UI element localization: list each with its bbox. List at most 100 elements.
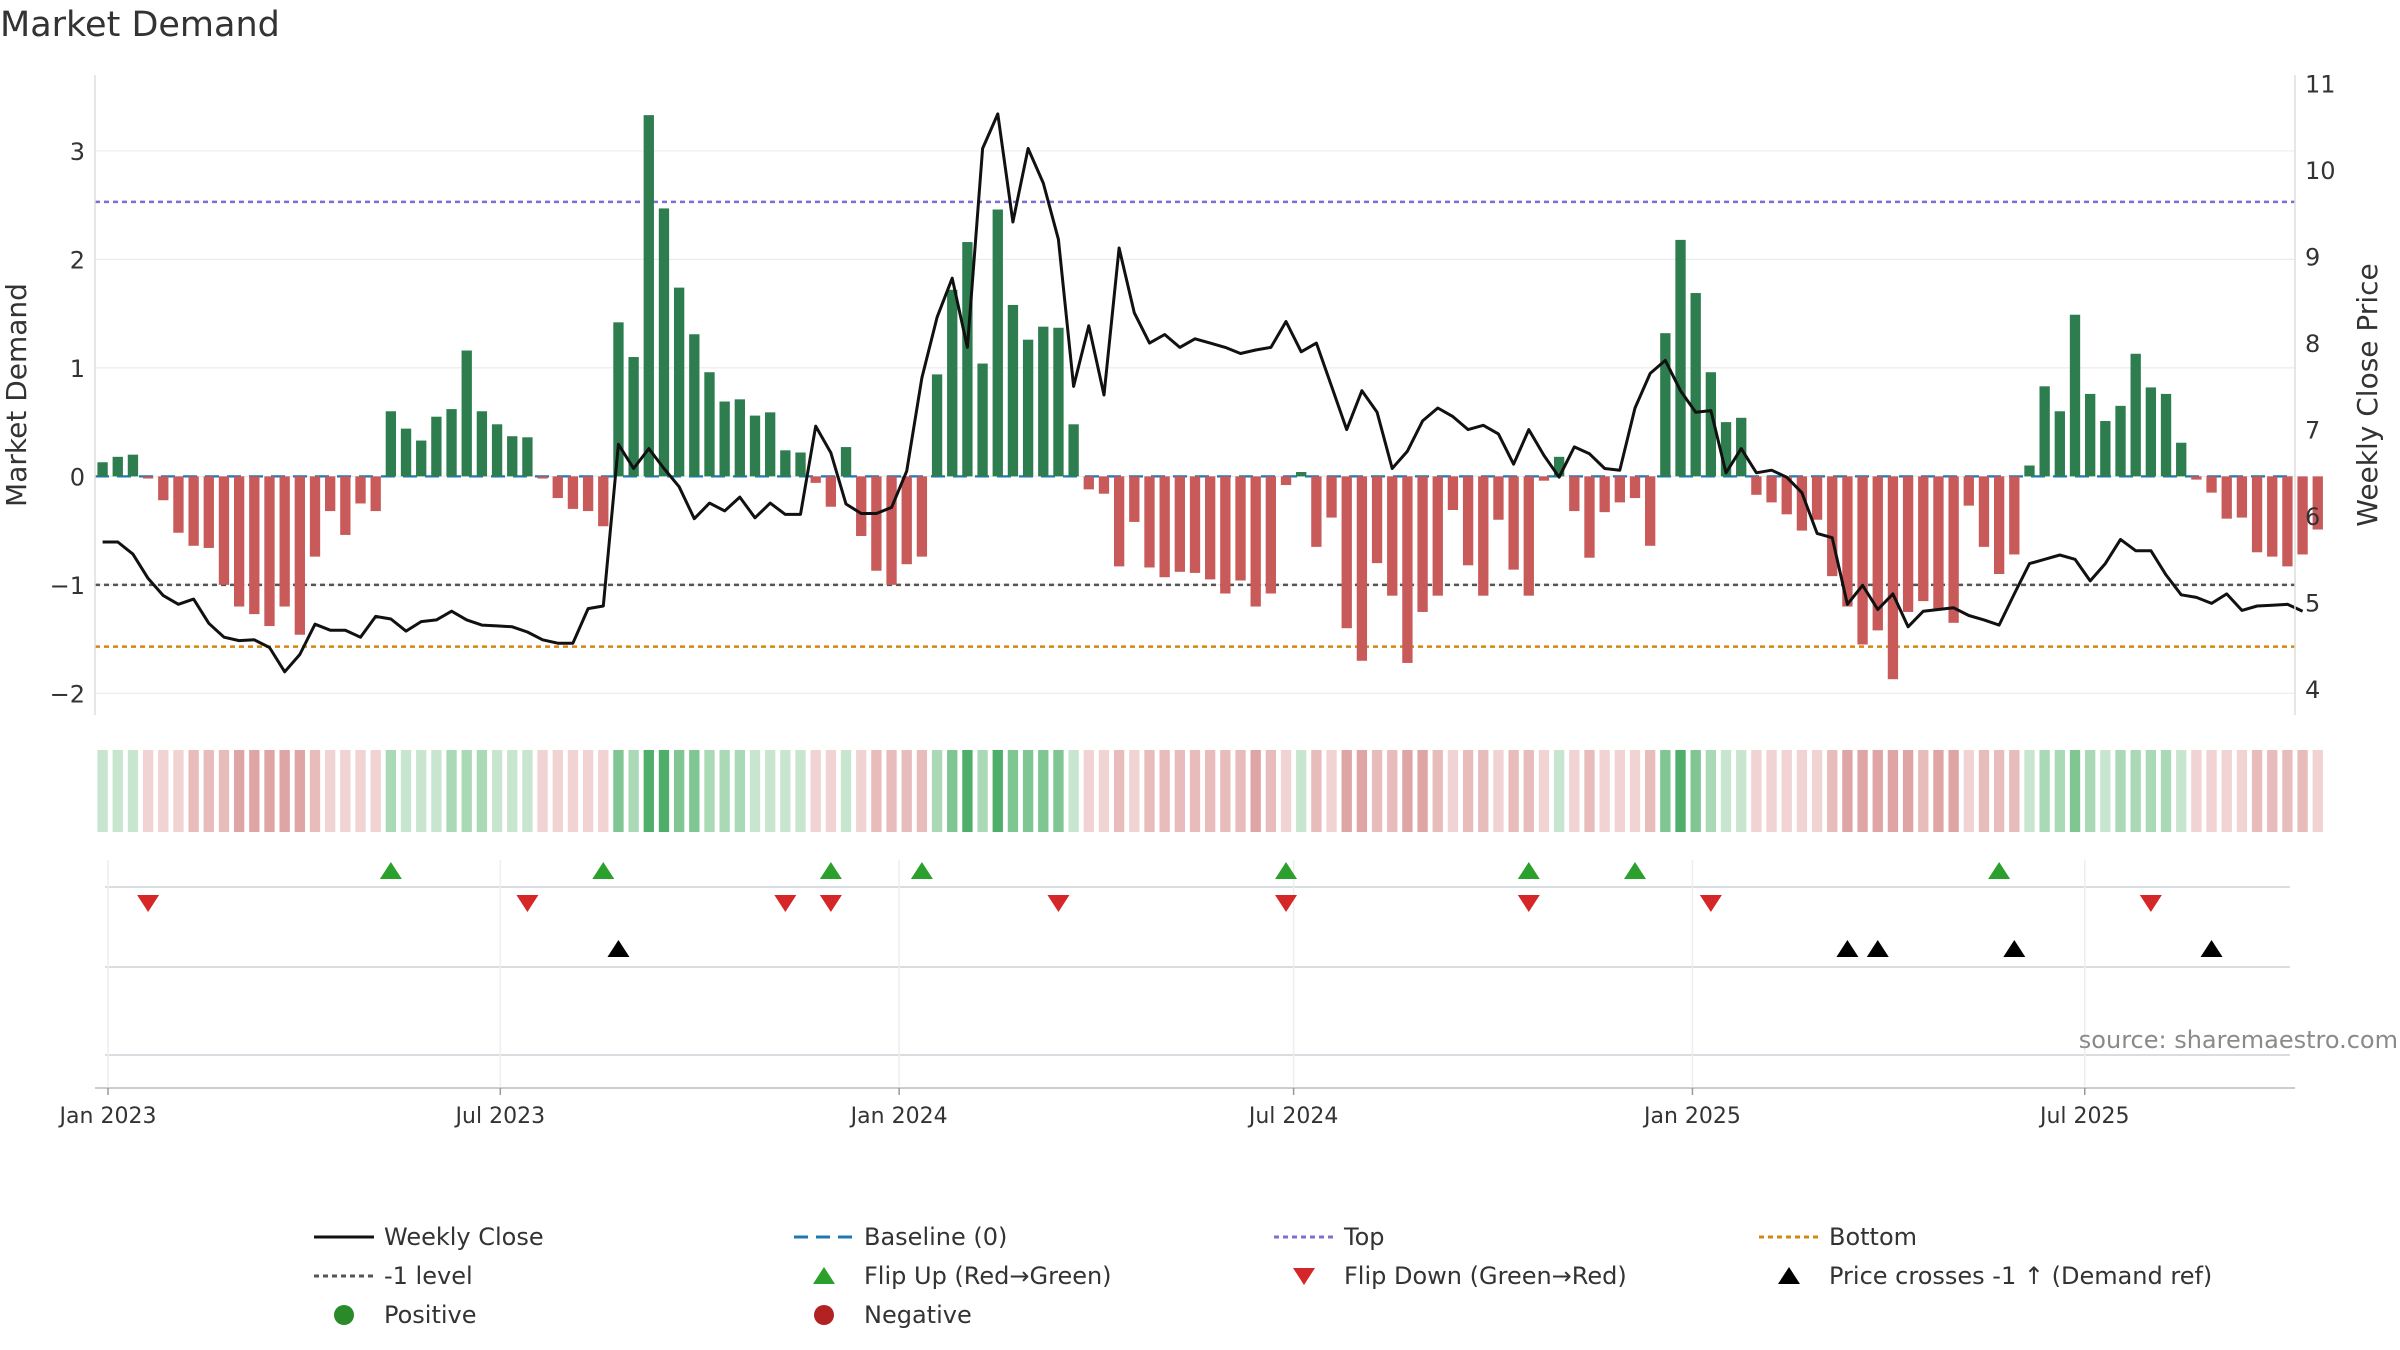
demand-bar: [1371, 476, 1383, 564]
strip-cell: [1265, 750, 1277, 832]
flip-down-marker: [1275, 895, 1298, 912]
strip-cell: [856, 750, 867, 832]
demand-bar: [1493, 476, 1504, 520]
legend-item: -1 level: [314, 1262, 473, 1290]
price-cross-marker: [2003, 940, 2026, 957]
strip-cell: [780, 750, 791, 832]
demand-bar: [294, 476, 305, 635]
strip-cell: [1235, 750, 1246, 832]
strip-cell: [2054, 750, 2065, 832]
strip-cell: [840, 750, 852, 832]
demand-bar: [856, 476, 867, 537]
legend-label: Weekly Close: [384, 1223, 544, 1251]
strip-cell: [1857, 750, 1868, 832]
demand-bar: [264, 476, 275, 627]
y2-tick-label: 5: [2305, 590, 2320, 618]
demand-bar: [400, 428, 412, 477]
strip-cell: [1736, 750, 1747, 832]
y2-tick-label: 4: [2305, 676, 2320, 704]
legend-label: Flip Down (Green→Red): [1344, 1262, 1627, 1290]
strip-cell: [1053, 750, 1064, 832]
demand-bar: [977, 363, 988, 477]
flip-down-marker: [1517, 895, 1540, 912]
strip-cell: [1811, 750, 1823, 832]
legend-label: -1 level: [384, 1262, 473, 1290]
demand-bar: [1478, 476, 1489, 596]
strip-cell: [340, 750, 351, 832]
demand-bar: [1978, 476, 1990, 547]
demand-bar: [871, 476, 882, 571]
demand-bar: [1129, 476, 1140, 522]
demand-bar: [1296, 472, 1307, 477]
demand-bar: [1053, 327, 1064, 477]
y2-tick-label: 7: [2305, 417, 2320, 445]
demand-bar: [992, 209, 1003, 477]
demand-bar: [370, 476, 381, 512]
strip-cell: [400, 750, 412, 832]
demand-bar: [719, 401, 730, 477]
strip-cell: [1978, 750, 1990, 832]
demand-bar: [962, 242, 973, 477]
demand-bar: [1902, 476, 1914, 612]
demand-bar: [582, 476, 594, 512]
demand-bar: [1963, 476, 1974, 506]
strip-cell: [2251, 750, 2263, 832]
flip-up-marker: [1988, 862, 2011, 879]
strip-cell: [1371, 750, 1383, 832]
strip-cell: [1675, 750, 1686, 832]
strip-cell: [355, 750, 366, 832]
demand-bar: [2251, 476, 2263, 553]
source-note: source: sharemaestro.com: [2079, 1026, 2398, 1054]
demand-bar: [1872, 476, 1883, 631]
demand-bar: [2236, 476, 2248, 518]
strip-cell: [2145, 750, 2157, 832]
legend-dot-swatch: [334, 1305, 354, 1325]
strip-cell: [1113, 750, 1125, 832]
demand-bar: [1417, 476, 1428, 612]
demand-bar: [2282, 476, 2293, 567]
strip-cell: [2069, 750, 2081, 832]
demand-bar: [810, 476, 821, 483]
demand-bar: [947, 289, 958, 477]
x-tick-label: Jan 2025: [1642, 1104, 1741, 1129]
strip-cell: [962, 750, 973, 832]
demand-bar: [1189, 476, 1201, 573]
strip-cell: [1523, 750, 1534, 832]
demand-bar: [1660, 333, 1671, 477]
y2-tick-label: 6: [2305, 503, 2320, 531]
demand-bar: [173, 476, 184, 533]
y-tick-label: −1: [50, 572, 85, 600]
demand-bar: [446, 409, 457, 477]
demand-bar: [931, 374, 943, 477]
strip-cell: [552, 750, 563, 832]
strip-cell: [2312, 750, 2323, 832]
demand-bar: [1584, 476, 1595, 558]
demand-bar: [537, 476, 548, 479]
demand-bar: [658, 208, 670, 477]
y-tick-label: 0: [70, 463, 85, 491]
strip-cell: [2267, 750, 2278, 832]
strip-cell: [1462, 750, 1474, 832]
strip-cell: [1174, 750, 1185, 832]
demand-bar: [1068, 424, 1079, 477]
strip-cell: [1159, 750, 1170, 832]
legend-triangle-up-swatch: [1778, 1267, 1800, 1284]
demand-bar: [1341, 476, 1352, 629]
legend-label: Positive: [384, 1301, 477, 1329]
demand-bar: [1144, 476, 1155, 568]
strip-cell: [1599, 750, 1610, 832]
demand-bar: [643, 115, 654, 477]
demand-bar: [491, 424, 503, 477]
strip-cell: [1827, 750, 1838, 832]
strip-cell: [507, 750, 518, 832]
strip-cell: [2206, 750, 2217, 832]
strip-cell: [1280, 750, 1292, 832]
strip-cell: [1751, 750, 1762, 832]
strip-cell: [871, 750, 882, 832]
legend-label: Top: [1343, 1223, 1385, 1251]
strip-cell: [1356, 750, 1368, 832]
demand-bar: [1569, 476, 1580, 512]
demand-bar: [1827, 476, 1838, 577]
strip-cell: [2115, 750, 2126, 832]
demand-bar: [734, 399, 745, 477]
